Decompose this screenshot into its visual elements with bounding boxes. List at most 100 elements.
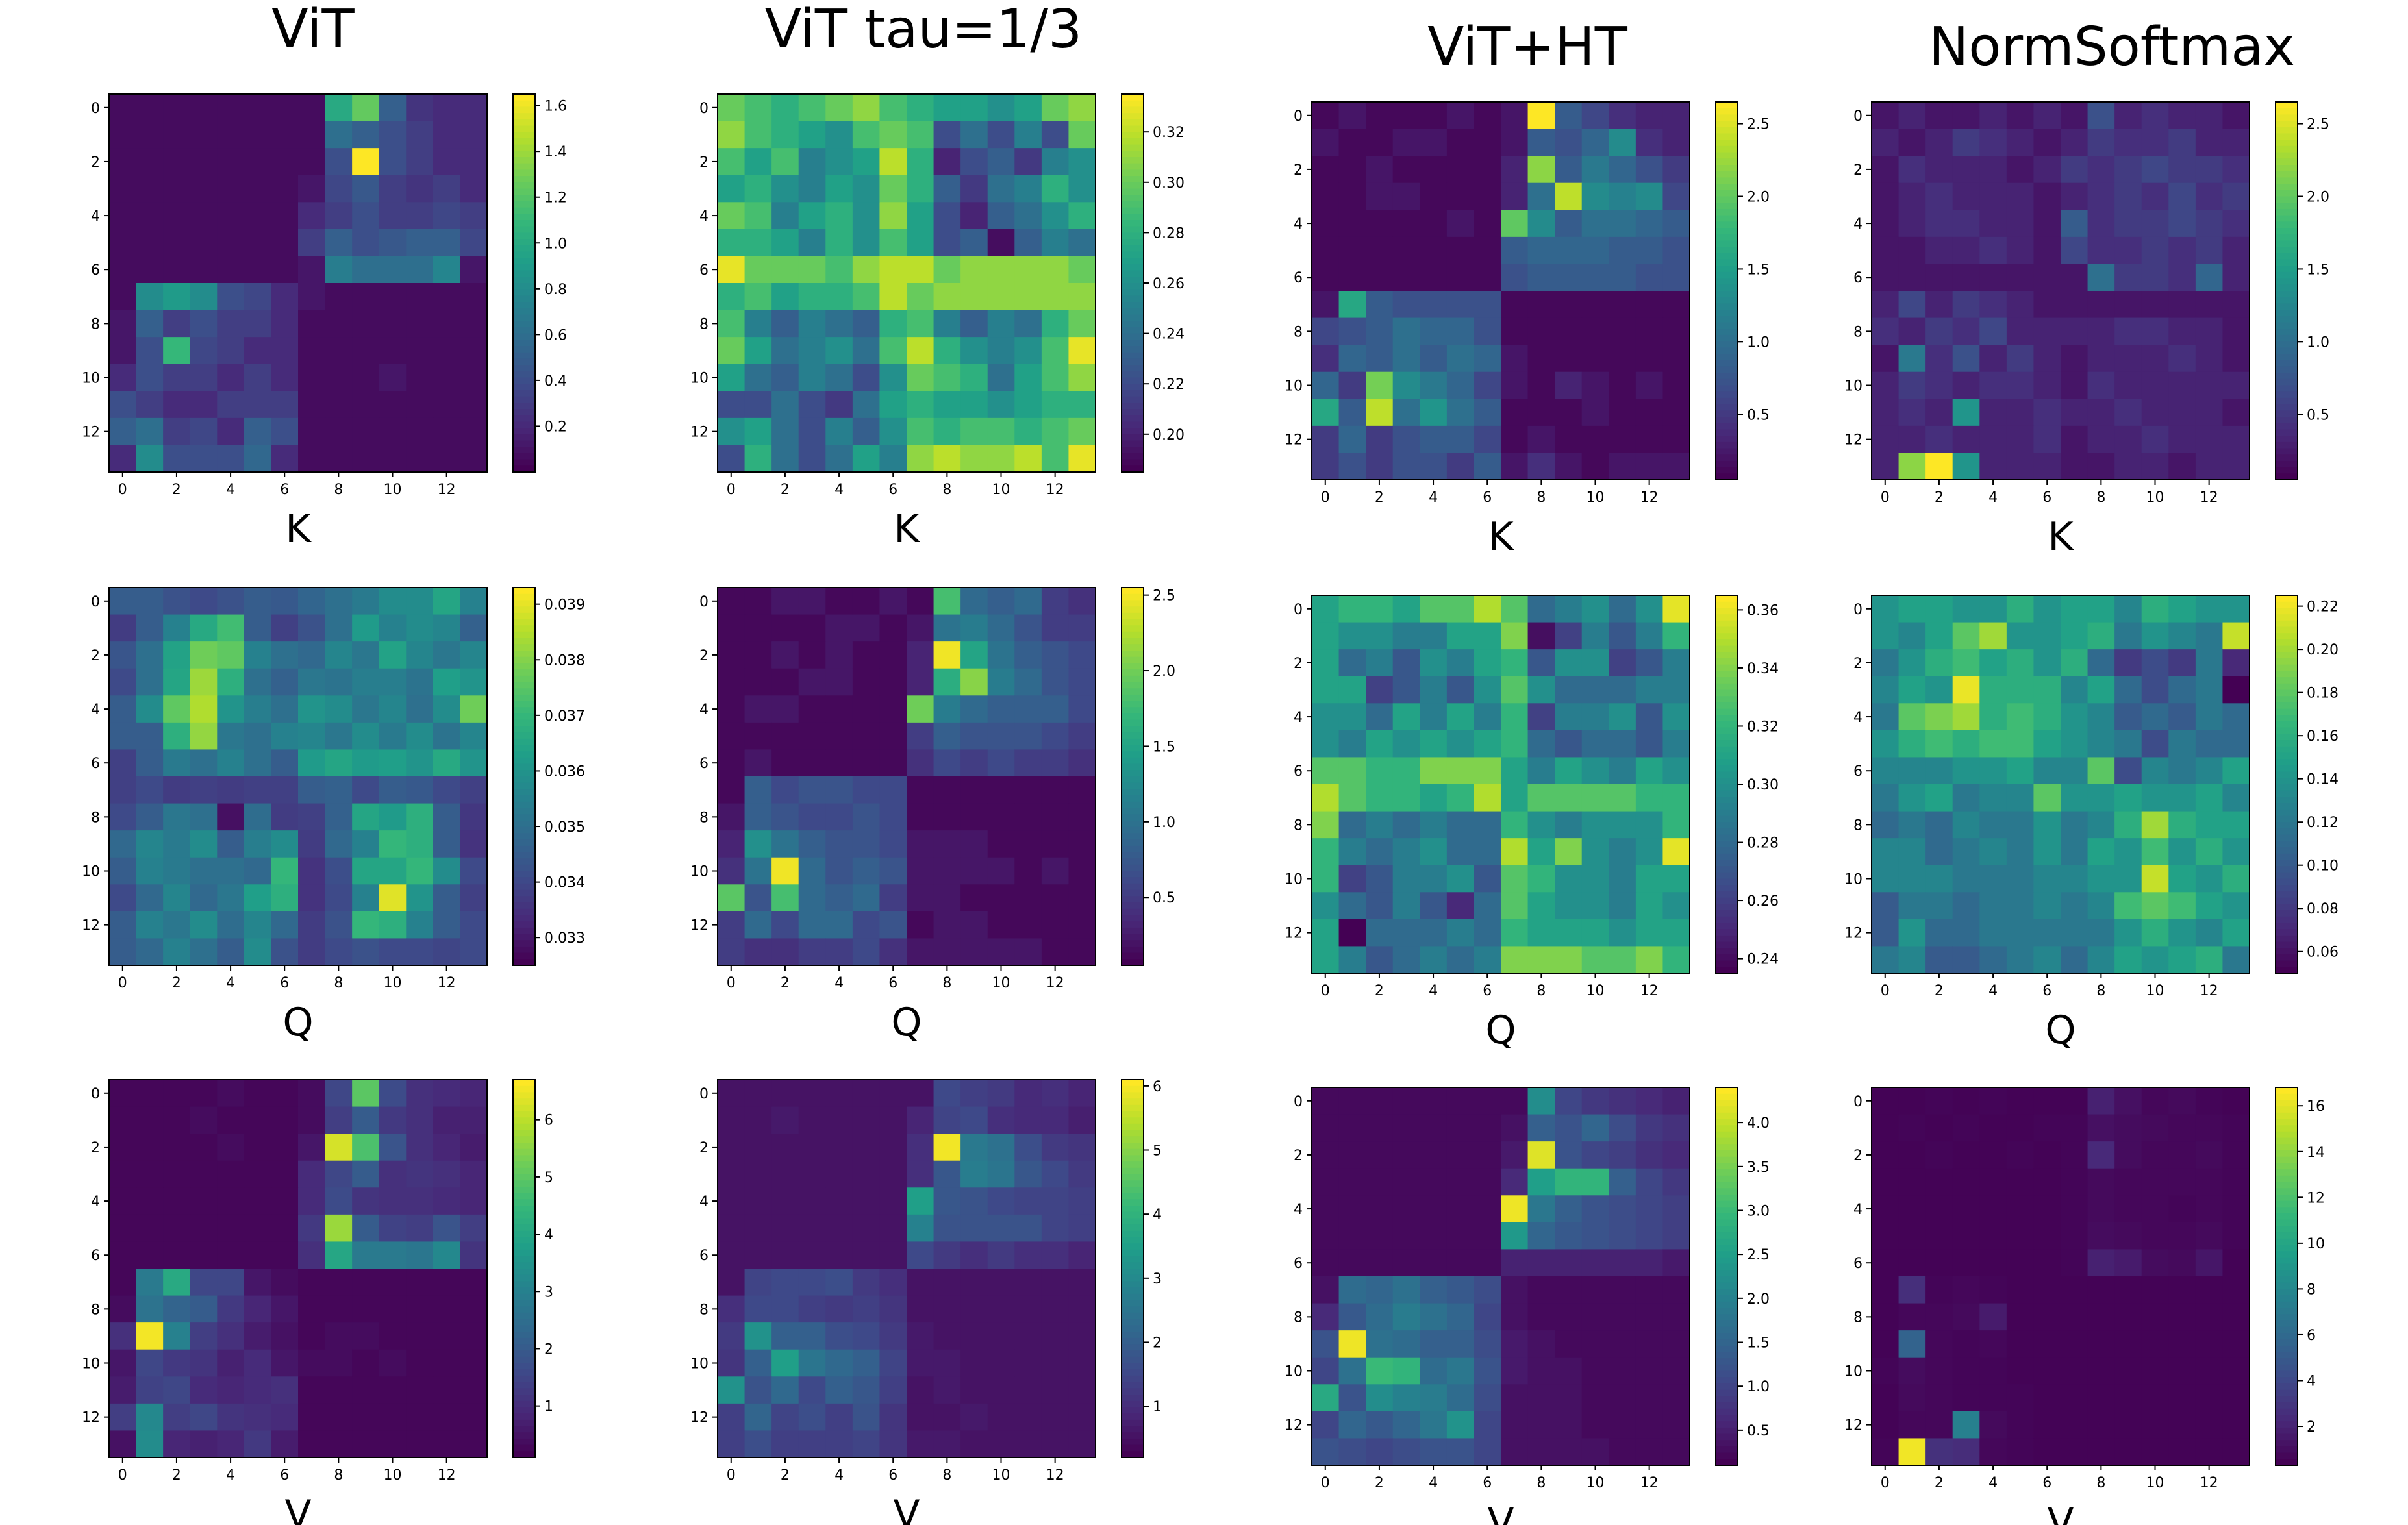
heatmap-cell bbox=[2222, 453, 2250, 480]
heatmap-cell bbox=[271, 121, 299, 149]
heatmap-cell bbox=[2222, 1249, 2250, 1277]
heatmap-cell bbox=[217, 121, 245, 149]
colorbar-strip bbox=[1122, 1193, 1144, 1200]
heatmap-cell bbox=[771, 1214, 799, 1243]
heatmap-cell bbox=[1068, 391, 1096, 419]
heatmap-cell bbox=[2033, 1222, 2061, 1250]
heatmap-cell bbox=[771, 1187, 799, 1215]
heatmap-cell bbox=[1366, 946, 1394, 974]
heatmap-cell bbox=[987, 1187, 1015, 1215]
heatmap-cell bbox=[825, 1214, 853, 1243]
heatmap-cell bbox=[1366, 730, 1394, 758]
heatmap-cell bbox=[852, 229, 881, 257]
heatmap-cell bbox=[2061, 676, 2088, 704]
heatmap-cell bbox=[987, 668, 1015, 696]
heatmap-cell bbox=[163, 938, 191, 966]
heatmap-cell bbox=[933, 614, 961, 642]
heatmap-cell bbox=[933, 776, 961, 804]
heatmap-cell bbox=[2006, 453, 2035, 480]
colorbar-strip bbox=[1716, 1421, 1738, 1428]
heatmap-cell bbox=[744, 445, 772, 473]
colorbar-strip bbox=[2276, 708, 2298, 716]
heatmap-cell bbox=[163, 749, 191, 777]
heatmap-cell bbox=[244, 283, 272, 311]
heatmap-cell bbox=[1581, 1168, 1609, 1196]
heatmap-cell bbox=[798, 445, 826, 473]
heatmap-cell bbox=[1952, 1411, 1980, 1439]
colorbar-strip bbox=[1716, 448, 1738, 455]
colorbar-strip bbox=[2276, 215, 2298, 223]
colorbar-strip bbox=[2276, 1295, 2298, 1302]
heatmap-cell bbox=[1872, 676, 1900, 704]
plot-frame bbox=[717, 587, 1096, 966]
heatmap-cell bbox=[325, 445, 353, 473]
colorbar-strip bbox=[2276, 948, 2298, 955]
heatmap-cell bbox=[960, 614, 988, 642]
heatmap-cell bbox=[1581, 182, 1609, 210]
colorbar-strip bbox=[1122, 327, 1144, 334]
heatmap-cell bbox=[217, 1160, 245, 1188]
heatmap-cell bbox=[718, 1187, 746, 1215]
heatmap-cell bbox=[2033, 1195, 2061, 1223]
heatmap-cell bbox=[1979, 676, 2007, 704]
heatmap-panel: 0 2 4 6 8 10 12024681012K0.20.40.60.81.01.21.4… bbox=[82, 93, 567, 552]
heatmap-cell bbox=[771, 310, 799, 338]
heatmap-cell bbox=[190, 148, 218, 176]
colorbar-tick-label: 4 bbox=[1153, 1207, 1162, 1223]
heatmap-cell bbox=[460, 337, 488, 365]
heatmap-cell bbox=[987, 1106, 1015, 1134]
x-tick-label: 0 bbox=[1321, 1475, 1330, 1491]
colorbar-strip bbox=[1716, 708, 1738, 716]
colorbar-strip bbox=[1122, 1206, 1144, 1213]
heatmap-cell bbox=[798, 417, 826, 446]
heatmap-cell bbox=[2141, 892, 2169, 920]
heatmap-cell bbox=[109, 857, 137, 885]
heatmap-cell bbox=[271, 668, 299, 696]
heatmap-cell bbox=[879, 283, 907, 311]
heatmap-cell bbox=[879, 776, 907, 804]
colorbar-strip bbox=[1122, 927, 1144, 935]
y-tick-label: 0 bbox=[699, 594, 709, 610]
colorbar-frame bbox=[1121, 587, 1144, 966]
heatmap-cell bbox=[2006, 1141, 2035, 1169]
colorbar-strip bbox=[513, 428, 535, 435]
heatmap-cell bbox=[1925, 1438, 1953, 1466]
heatmap-cell bbox=[1925, 1411, 1953, 1439]
heatmap-cell bbox=[1501, 730, 1529, 758]
heatmap-cell bbox=[2141, 210, 2169, 238]
heatmap-cell bbox=[190, 641, 218, 669]
colorbar-tick-label: 8 bbox=[2307, 1282, 2316, 1298]
colorbar-strip bbox=[1716, 316, 1738, 323]
heatmap-cell bbox=[907, 1269, 934, 1296]
colorbar-strip bbox=[513, 220, 535, 227]
colorbar-strip bbox=[1122, 138, 1144, 145]
heatmap-cell bbox=[2033, 236, 2061, 265]
colorbar-strip bbox=[1122, 644, 1144, 651]
heatmap-cell bbox=[1925, 1141, 1953, 1169]
heatmap-cell bbox=[2222, 210, 2250, 238]
heatmap-cell bbox=[2141, 1141, 2169, 1169]
y-tick-label: 2 bbox=[699, 648, 709, 664]
heatmap-cell bbox=[433, 148, 461, 176]
colorbar-strip bbox=[513, 795, 535, 802]
colorbar-strip bbox=[2276, 797, 2298, 804]
heatmap-cell bbox=[2222, 784, 2250, 812]
heatmap-cell bbox=[109, 364, 137, 391]
heatmap-cell bbox=[2141, 236, 2169, 265]
heatmap-cell bbox=[907, 445, 934, 473]
colorbar-strip bbox=[1716, 1257, 1738, 1265]
heatmap-cell bbox=[718, 830, 746, 858]
heatmap-cell bbox=[2006, 676, 2035, 704]
colorbar-strip bbox=[1122, 239, 1144, 246]
colorbar-strip bbox=[1122, 738, 1144, 746]
heatmap-cell bbox=[1474, 1168, 1501, 1196]
heatmap-cell bbox=[852, 391, 881, 419]
heatmap-cell bbox=[379, 911, 407, 939]
heatmap-cell bbox=[771, 1269, 799, 1296]
heatmap-cell bbox=[744, 337, 772, 365]
heatmap-cell bbox=[1338, 182, 1366, 210]
heatmap-cell bbox=[2061, 317, 2088, 345]
heatmap-cell bbox=[771, 1322, 799, 1350]
heatmap-cell bbox=[271, 776, 299, 804]
heatmap-cell bbox=[1366, 453, 1394, 480]
